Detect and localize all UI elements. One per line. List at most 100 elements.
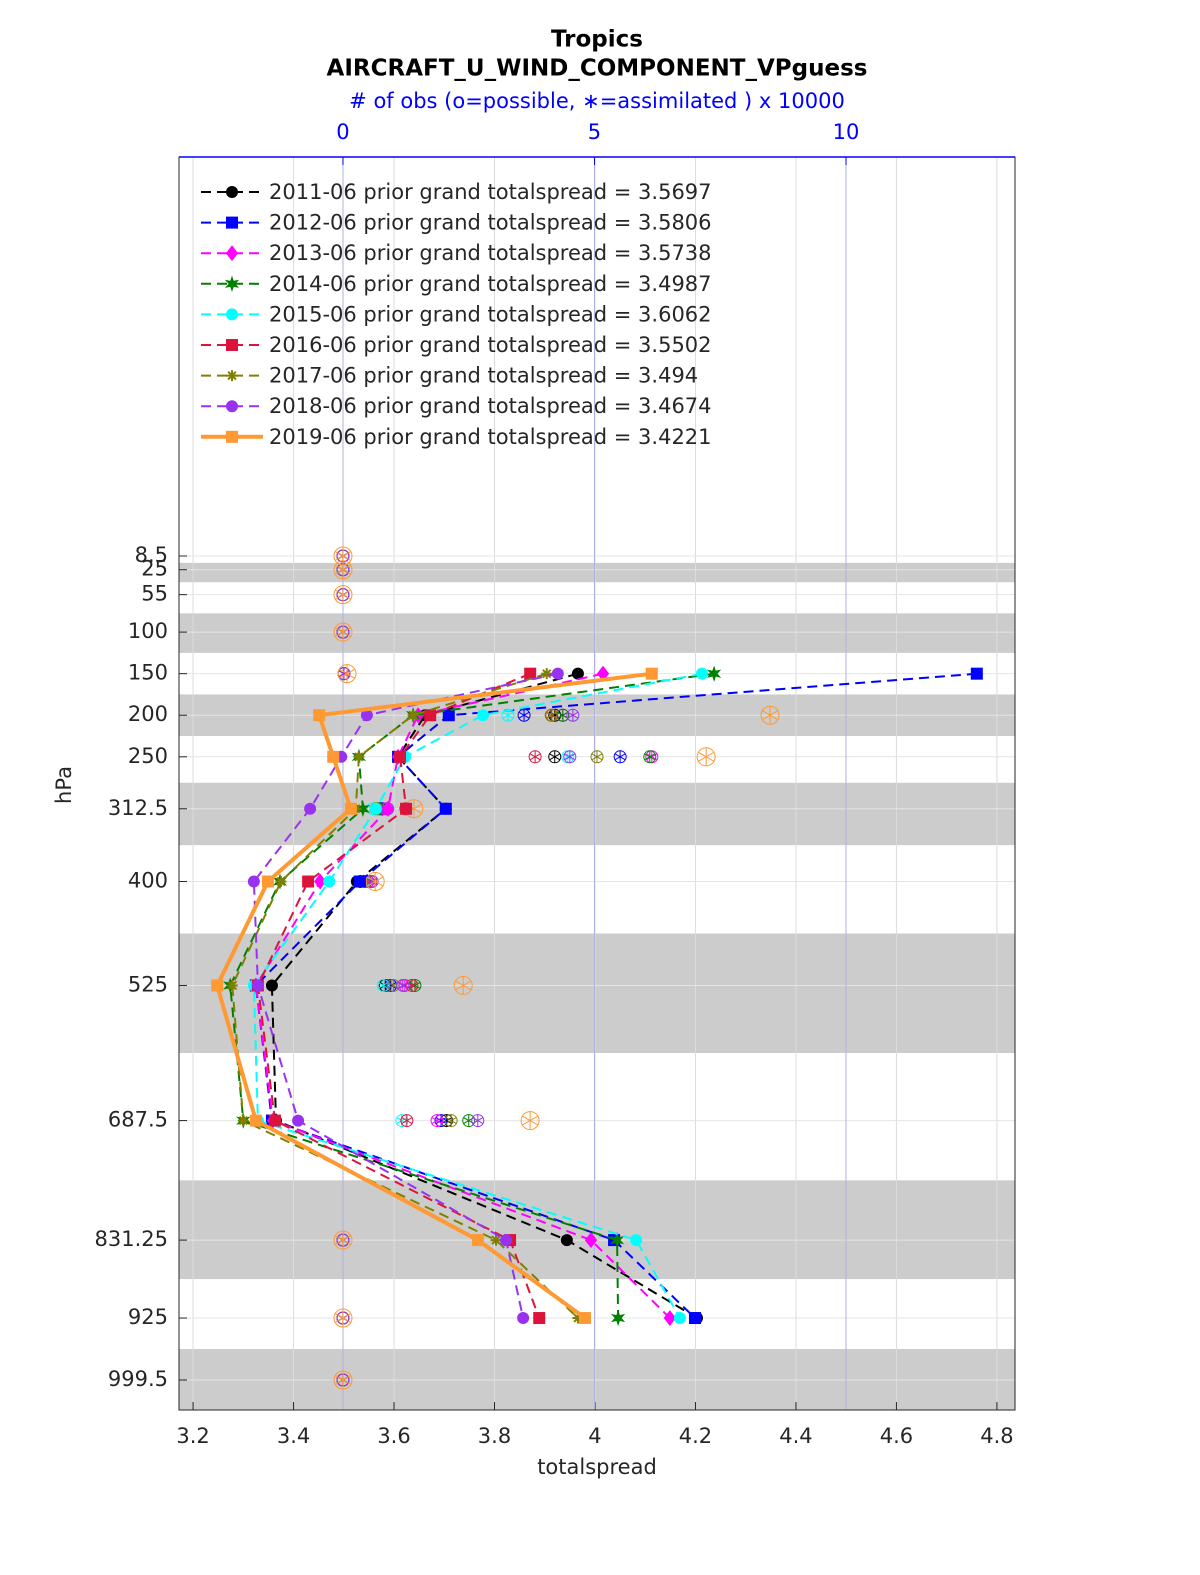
obs-assimilated (334, 585, 352, 604)
data-point (381, 800, 395, 817)
data-point (663, 1310, 676, 1327)
x2-tick-label: 5 (588, 120, 601, 144)
obs-assimilated (334, 623, 352, 642)
layer-band (179, 613, 1015, 653)
obs-assimilated (557, 709, 569, 722)
x-tick-label: 4.4 (779, 1424, 812, 1448)
x-tick-label: 3.4 (277, 1424, 310, 1448)
y-axis-label: hPa (52, 766, 76, 804)
y-tick-label: 831.25 (95, 1227, 168, 1251)
obs-assimilated (529, 750, 541, 763)
obs-assimilated (431, 1114, 443, 1127)
legend-label: 2012-06 prior grand totalspread = 3.5806 (269, 211, 712, 235)
legend-label: 2017-06 prior grand totalspread = 3.494 (269, 364, 698, 388)
legend-label: 2019-06 prior grand totalspread = 3.4221 (269, 425, 712, 449)
data-point (369, 802, 382, 815)
layer-band (179, 933, 1015, 1054)
legend-marker (226, 308, 238, 321)
data-point (696, 667, 709, 680)
data-point (302, 875, 315, 888)
obs-assimilated (567, 709, 579, 722)
series-line (231, 672, 579, 1319)
y-tick-label: 100 (128, 619, 168, 643)
data-point (471, 1234, 484, 1247)
legend-label: 2013-06 prior grand totalspread = 3.5738 (269, 241, 712, 265)
legend-label: 2011-06 prior grand totalspread = 3.5697 (269, 180, 712, 204)
x2-axis-label: # of obs (o=possible, ∗=assimilated ) x … (349, 89, 845, 113)
data-point (275, 876, 287, 888)
data-point (304, 802, 317, 815)
legend-marker (226, 370, 238, 382)
x-axis-label: totalspread (537, 1455, 657, 1479)
data-point (578, 1312, 591, 1325)
x2-tick-label: 0 (336, 120, 349, 144)
legend-marker (225, 245, 239, 262)
legend-label: 2014-06 prior grand totalspread = 3.4987 (269, 272, 712, 296)
data-point (673, 1312, 686, 1325)
x-tick-label: 3.2 (176, 1424, 209, 1448)
data-point (313, 709, 326, 722)
data-point (541, 668, 553, 680)
layer-band (179, 1180, 1015, 1280)
data-point (706, 665, 722, 682)
data-point (265, 979, 278, 992)
obs-assimilated (644, 750, 656, 763)
data-point (400, 802, 413, 815)
data-point (533, 1312, 546, 1325)
data-point (344, 802, 357, 815)
y-tick-label: 250 (128, 744, 168, 768)
obs-assimilated (761, 706, 779, 725)
data-point (355, 800, 371, 817)
legend-marker (226, 186, 238, 198)
data-point (249, 1114, 262, 1127)
data-point (572, 1312, 584, 1324)
y-tick-label: 312.5 (108, 796, 168, 820)
y-tick-label: 999.5 (108, 1367, 168, 1391)
data-point (327, 750, 340, 763)
y-tick-label: 200 (128, 702, 168, 726)
obs-assimilated (549, 750, 561, 763)
series-line (254, 672, 977, 1319)
chart-title: Tropics (551, 27, 643, 53)
x2-tick-label: 10 (833, 120, 860, 144)
data-point (407, 709, 419, 721)
data-point (261, 875, 274, 888)
data-point (394, 750, 407, 763)
obs-assimilated (367, 872, 384, 891)
data-point (251, 979, 264, 992)
data-point (524, 667, 537, 680)
series-line (256, 672, 541, 1319)
obs-assimilated (445, 1114, 457, 1127)
data-point (630, 1234, 643, 1247)
data-point (353, 751, 365, 763)
data-point (645, 667, 658, 680)
data-point (610, 1231, 625, 1249)
obs-assimilated (591, 750, 603, 763)
layer-band (179, 562, 1015, 583)
data-point (237, 1115, 249, 1127)
data-point (584, 1232, 598, 1249)
legend-marker (226, 216, 238, 229)
obs-assimilated (472, 1114, 484, 1127)
y-tick-label: 525 (128, 972, 168, 996)
x-tick-label: 4.6 (880, 1424, 913, 1448)
obs-assimilated (455, 976, 472, 995)
x-tick-label: 3.6 (377, 1424, 410, 1448)
data-point (500, 1234, 513, 1247)
data-point (688, 1312, 701, 1325)
data-point (292, 1114, 305, 1127)
data-point (517, 1312, 530, 1325)
legend-label: 2018-06 prior grand totalspread = 3.4674 (269, 394, 712, 418)
data-point (211, 979, 224, 992)
obs-assimilated (518, 709, 530, 722)
data-point (610, 1309, 626, 1327)
data-point (268, 1114, 281, 1127)
obs-assimilated (334, 560, 352, 579)
obs-assimilated (564, 750, 576, 763)
x-tick-label: 4 (588, 1424, 601, 1448)
obs-assimilated (334, 1370, 352, 1389)
legend-label: 2015-06 prior grand totalspread = 3.6062 (269, 302, 712, 326)
y-tick-label: 8.5 (135, 543, 168, 567)
data-point (476, 709, 489, 722)
